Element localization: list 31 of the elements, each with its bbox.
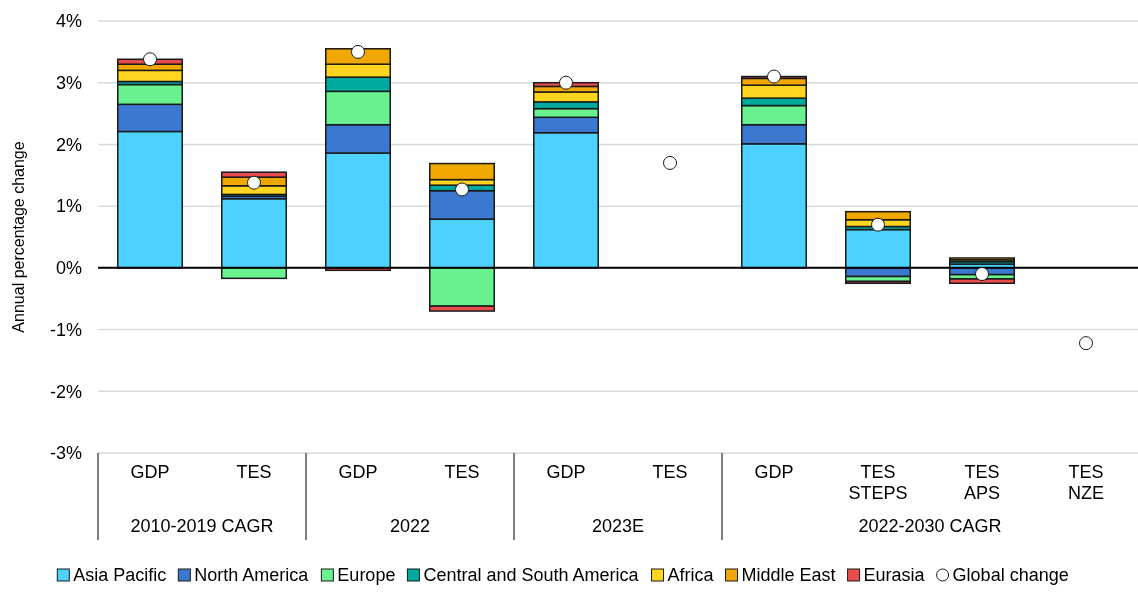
x-tick-label: TES NZE xyxy=(1068,462,1104,503)
legend-label: Central and South America xyxy=(423,565,640,585)
x-tick-label: GDP xyxy=(754,462,794,482)
x-tick-label: TES xyxy=(444,462,480,482)
text: 2022 xyxy=(389,516,431,536)
y-tick-label: 1% xyxy=(55,196,82,217)
legend-label: North America xyxy=(194,565,310,585)
legend-label: Europe xyxy=(337,565,396,585)
legend-label: Eurasia xyxy=(863,565,926,585)
y-tick-label: 3% xyxy=(55,73,82,94)
y-tick-label: 2% xyxy=(55,134,82,155)
x-tick-label: TES APS xyxy=(963,462,1001,503)
legend-label: Middle East xyxy=(741,565,836,585)
legend-label: Asia Pacific xyxy=(73,565,167,585)
text: 2023E xyxy=(591,516,645,536)
legend-label: Africa xyxy=(667,565,715,585)
x-tick-label: GDP xyxy=(546,462,586,482)
y-tick-label: -2% xyxy=(49,381,82,402)
x-tick-label: TES xyxy=(652,462,688,482)
x-tick-label: GDP xyxy=(130,462,170,482)
x-tick-label: TES STEPS xyxy=(848,462,908,503)
text: 2022-2030 CAGR xyxy=(858,516,1002,536)
y-tick-label: -1% xyxy=(49,319,82,340)
legend-label: Global change xyxy=(952,565,1069,585)
x-tick-label: GDP xyxy=(338,462,378,482)
y-axis-title: Annual percentage change xyxy=(10,141,27,333)
x-tick-label: TES xyxy=(236,462,272,482)
y-tick-label: 4% xyxy=(55,11,82,32)
y-tick-label: 0% xyxy=(55,258,82,279)
text: 2010-2019 CAGR xyxy=(130,516,274,536)
y-tick-label: -3% xyxy=(49,443,82,464)
